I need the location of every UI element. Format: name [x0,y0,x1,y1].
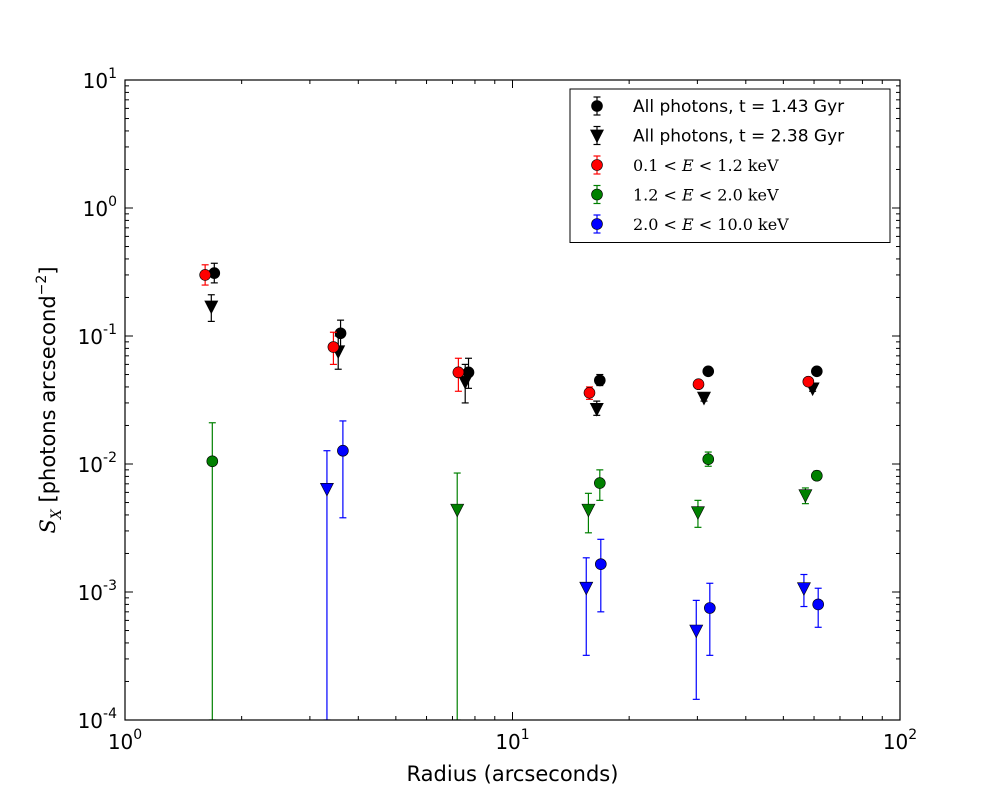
series-2 [199,264,815,400]
errorbar-3-0 [208,422,216,720]
data-point-2-4 [692,378,705,391]
legend-marker [591,159,603,171]
series-5 [337,420,824,656]
x-tick-label-2: 102 [883,727,917,754]
y-tick-label-4: 100 [83,194,117,221]
x-axis-label: Radius (arcseconds) [407,762,619,786]
axes: 100 101 102 10-4 10-3 10-2 10-1 100 101 Radius (a… [34,66,917,786]
data-point-4-2 [690,506,705,521]
data-point-4-0 [450,503,465,518]
x-tick-label-1: 101 [495,727,529,754]
series-6 [319,450,811,720]
legend-entry-3: 1.2 < E < 2.0 keV [591,184,779,205]
legend-label: All photons, t = 1.43 Gyr [633,97,844,117]
data-point-6-2 [689,624,704,639]
legend-label: 2.0 < E < 10.0 keV [633,215,789,234]
data-point-5-1 [595,558,607,570]
legend-marker [591,100,603,112]
data-point-6-1 [579,581,594,596]
legend-label: 0.1 < E < 1.2 keV [633,156,779,175]
data-point-5-3 [812,598,824,611]
x-tick-label-0: 100 [108,727,142,754]
data-point-0-4 [702,365,715,378]
data-point-3-0 [206,455,219,468]
data-point-4-3 [798,489,813,504]
plot-area [199,262,824,720]
data-point-2-5 [802,375,815,388]
series-4 [450,472,813,720]
data-point-1-4 [696,391,711,406]
errorbar-5-1 [597,538,605,613]
data-point-0-3 [594,374,606,387]
legend-entry-2: 0.1 < E < 1.2 keV [591,155,779,175]
errorbar-6-1 [582,557,590,656]
errorbar-5-0 [339,420,347,519]
y-tick-label-0: 10-4 [78,706,118,733]
data-point-6-0 [319,482,334,497]
legend-entry-1: All photons, t = 2.38 Gyr [590,125,844,147]
data-point-6-3 [796,582,811,597]
legend-box [569,88,891,243]
y-tick-label-3: 10-1 [78,322,117,349]
data-point-2-1 [327,341,340,353]
errorbar-5-2 [706,582,714,656]
data-point-5-0 [337,444,349,457]
data-point-3-2 [702,453,715,466]
data-point-1-2 [458,375,473,390]
y-axis-label: SX [photons arcsecond−2] [34,266,65,533]
data-point-2-0 [199,269,211,281]
y-tick-label-1: 10-3 [78,578,117,605]
series-3 [206,422,823,720]
data-point-5-2 [704,602,716,614]
legend-marker [591,188,603,201]
data-point-0-1 [334,327,347,340]
data-point-3-1 [594,477,606,489]
legend-marker [591,218,603,230]
errorbar-6-2 [692,599,700,700]
legend-entry-0: All photons, t = 1.43 Gyr [591,96,844,117]
data-point-3-3 [811,469,823,482]
y-tick-label-2: 10-2 [78,450,117,477]
data-point-4-1 [581,503,596,518]
y-tick-label-5: 101 [83,66,117,93]
legend-marker [590,129,604,144]
data-point-2-3 [583,386,596,399]
data-point-2-2 [452,366,465,379]
legend-label: 1.2 < E < 2.0 keV [633,186,779,205]
data-point-0-5 [811,365,823,378]
data-point-1-0 [204,300,219,315]
data-point-1-3 [589,402,604,417]
plot-content [199,262,824,720]
legend-entry-4: 2.0 < E < 10.0 keV [591,214,789,234]
legend-label: All photons, t = 2.38 Gyr [633,127,844,147]
legend: All photons, t = 1.43 Gyr All photons, t … [569,88,891,243]
